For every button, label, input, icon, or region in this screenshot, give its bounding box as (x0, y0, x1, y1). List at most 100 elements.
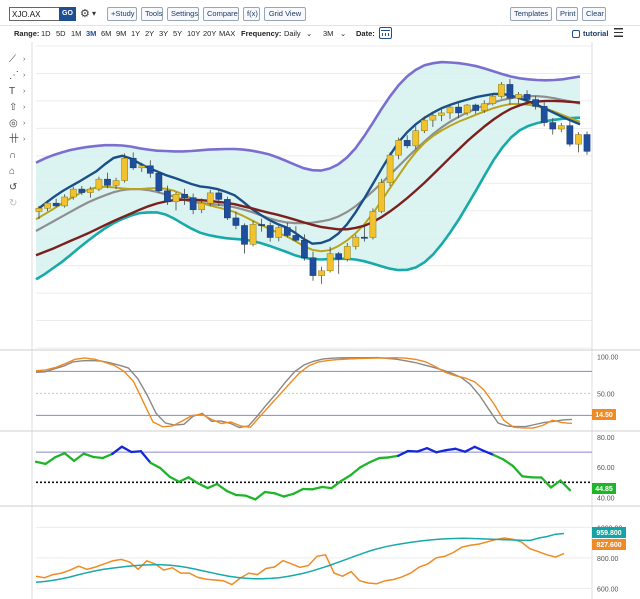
candle (198, 202, 206, 210)
rsi-tick-label: 60.00 (597, 465, 615, 472)
fx-button[interactable]: f(x) (243, 7, 260, 21)
calendar-icon[interactable] (379, 27, 392, 39)
tutorial-icon[interactable] (572, 30, 580, 38)
candle (455, 106, 462, 114)
candle (463, 104, 471, 114)
candle (155, 173, 163, 192)
cycle-icon[interactable]: 卄 › (9, 134, 26, 145)
candle (575, 134, 582, 145)
fib-icon[interactable]: ◎ › (9, 118, 26, 129)
go-button[interactable]: GO (59, 7, 76, 21)
rsi-segment (425, 447, 438, 454)
add-study-button[interactable]: +Study (107, 7, 137, 21)
candle (420, 119, 428, 132)
range-option[interactable]: 20Y (203, 29, 217, 38)
range-option[interactable]: 10Y (187, 29, 201, 38)
candle (241, 225, 248, 245)
osc-orange-badge-text: 827.600 (596, 542, 621, 549)
candle (438, 112, 445, 116)
text-icon[interactable]: T › (9, 86, 26, 97)
candle (78, 188, 86, 193)
settings-button[interactable]: Settings (167, 7, 199, 21)
chevron-down-icon[interactable]: ⌄ (340, 29, 347, 38)
bollinger-band-fill (36, 62, 580, 280)
gear-icon[interactable]: ⚙ (80, 8, 90, 20)
rsi-segment (92, 455, 104, 460)
tools-button[interactable]: Tools (141, 7, 163, 21)
rsi-segment (359, 461, 371, 469)
chevron-down-icon[interactable]: ▾ (92, 9, 97, 18)
rsi-segment (320, 485, 333, 490)
tutorial-link[interactable]: tutorial (583, 29, 609, 38)
rsi-segment (82, 452, 95, 459)
candle (343, 246, 351, 260)
hamburger-icon[interactable] (614, 28, 623, 37)
rsi-segment (139, 450, 152, 464)
print-button[interactable]: Print (556, 7, 578, 21)
osc-series-line (35, 537, 565, 586)
candle (138, 165, 146, 169)
rsi-segment (339, 473, 352, 483)
osc-teal-badge: 959.800 (592, 527, 626, 538)
chevron-down-icon[interactable]: ⌄ (306, 29, 313, 38)
compare-button[interactable]: Compare (203, 7, 239, 21)
bollinger-lower-line (35, 116, 581, 281)
symbol-input[interactable] (10, 8, 60, 20)
rsi-segment (244, 494, 257, 501)
candle (395, 140, 402, 156)
undo-icon[interactable]: ↺ (9, 182, 18, 193)
range-option[interactable]: 6M (101, 29, 112, 38)
rsi-segment (368, 456, 381, 464)
date-label: Date: (356, 29, 375, 38)
range-option[interactable]: 1D (41, 29, 51, 38)
period-select[interactable]: 3M (323, 29, 334, 38)
rsi-segment (254, 490, 267, 501)
candle (352, 236, 360, 247)
candle (206, 192, 214, 204)
osc-tick-label: 600.00 (597, 586, 619, 593)
range-option[interactable]: 1Y (131, 29, 141, 38)
rsi-segment (177, 476, 190, 483)
magnet-icon[interactable]: ∩ (9, 150, 17, 161)
rsi-segment (196, 482, 209, 490)
top-toolbar: GO ⚙ ▾ +Study Tools Settings Compare f(x… (0, 0, 640, 26)
range-option[interactable]: 3Y (159, 29, 169, 38)
rsi-segment (53, 452, 66, 459)
candle (95, 178, 103, 190)
range-option[interactable]: 2Y (145, 29, 155, 38)
rsi-segment (435, 449, 448, 454)
candle (44, 202, 51, 209)
candle (429, 115, 437, 121)
pattern-icon[interactable]: ⋰ › (9, 70, 26, 81)
candle (283, 227, 291, 236)
candle (446, 106, 454, 114)
candle (318, 270, 325, 276)
templates-button[interactable]: Templates (510, 7, 552, 21)
candle (301, 239, 308, 258)
range-option[interactable]: MAX (219, 29, 236, 38)
candle (412, 130, 420, 147)
frequency-select[interactable]: Daily (284, 29, 301, 38)
grid-view-button[interactable]: Grid View (264, 7, 306, 21)
ma-navy-line (35, 92, 581, 245)
rsi-segment (111, 445, 123, 456)
range-option[interactable]: 9M (116, 29, 127, 38)
range-option[interactable]: 1M (71, 29, 82, 38)
redo-icon[interactable]: ↻ (9, 198, 18, 209)
stoch-badge: 14.50 (592, 409, 616, 420)
stoch-series-line (35, 356, 573, 429)
shape-icon[interactable]: ⇧ › (9, 102, 26, 113)
range-option[interactable]: 5D (56, 29, 66, 38)
range-option-selected[interactable]: 3M (86, 29, 97, 38)
lock-icon[interactable]: ⌂ (9, 166, 16, 177)
candle (121, 157, 128, 181)
candle (378, 182, 385, 212)
range-option[interactable]: 5Y (173, 29, 183, 38)
rsi-segment (273, 492, 286, 498)
line-draw-icon[interactable]: ⟋ › (9, 54, 26, 65)
ma-olive-line (35, 103, 581, 253)
symbol-field[interactable] (9, 7, 75, 21)
clear-button[interactable]: Clear (582, 7, 606, 21)
